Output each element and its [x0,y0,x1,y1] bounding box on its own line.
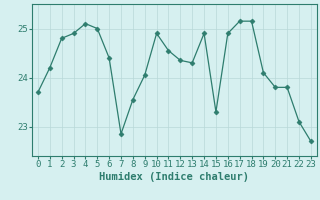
X-axis label: Humidex (Indice chaleur): Humidex (Indice chaleur) [100,172,249,182]
